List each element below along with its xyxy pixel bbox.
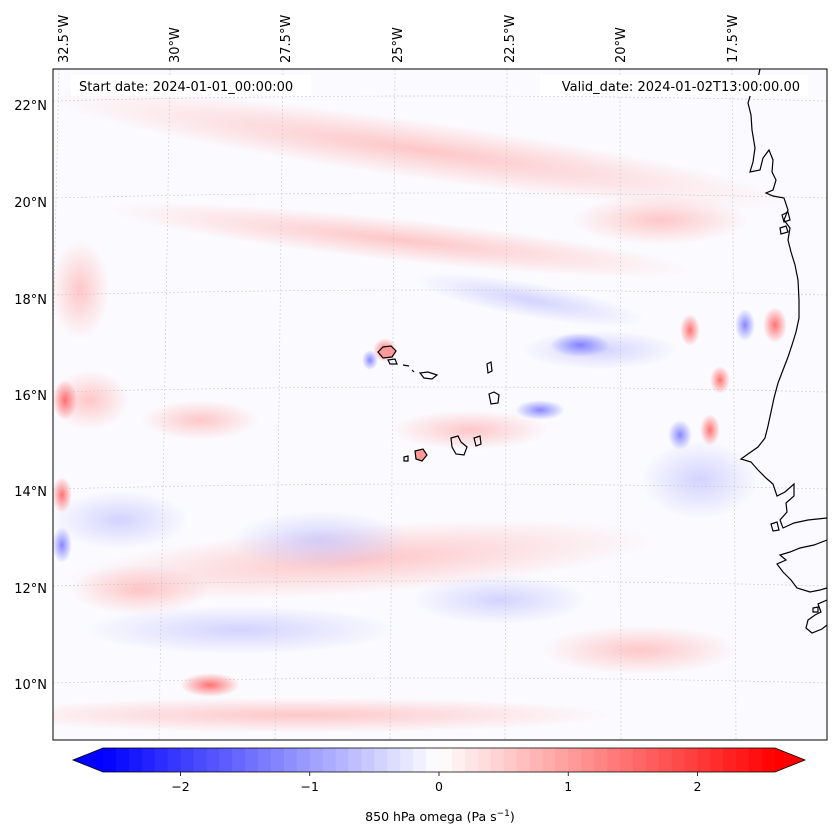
- lon-label-20W: 20°W: [614, 27, 629, 63]
- lat-label-12N: 12°N: [14, 582, 47, 597]
- colorbar-segment: [400, 748, 414, 772]
- colorbar-segment: [594, 748, 608, 772]
- colorbar-segment: [555, 748, 569, 772]
- lon-label-32.5W: 32.5°W: [57, 15, 72, 63]
- colorbar-segment: [503, 748, 518, 772]
- colorbar-segment: [232, 748, 246, 772]
- colorbar-segment: [296, 748, 311, 772]
- colorbar-segment: [258, 748, 272, 772]
- lat-label-16N: 16°N: [14, 389, 47, 404]
- colorbar-segment: [710, 748, 724, 772]
- colorbar-segment: [167, 748, 182, 772]
- colorbar-segment: [374, 748, 388, 772]
- cape-verde-islands: [377, 345, 500, 462]
- lat-label-22N: 22°N: [14, 99, 47, 114]
- colorbar-segment: [581, 748, 595, 772]
- longitude-labels: 32.5°W 30°W 27.5°W 25°W 22.5°W 20°W 17.5…: [57, 15, 741, 63]
- valid-date-label: Valid_date: 2024-01-02T13:00:00.00: [562, 80, 800, 95]
- lon-label-25W: 25°W: [391, 27, 406, 63]
- colorbar-segment: [658, 748, 673, 772]
- colorbar-high-extension: [775, 748, 805, 772]
- colorbar-segment: [568, 748, 582, 772]
- map-panel: Start date: 2024-01-01_00:00:00 Valid_da…: [53, 69, 827, 740]
- colorbar-outline: [71, 747, 807, 773]
- colorbar-segment: [607, 748, 621, 772]
- colorbar-segment: [723, 748, 737, 772]
- colorbar-tick-label: 1: [564, 779, 572, 794]
- colorbar-label-units: Pa s: [472, 809, 497, 824]
- colorbar-label-name: 850 hPa omega: [365, 809, 462, 824]
- colorbar-low-extension: [73, 748, 103, 772]
- omega-field: [53, 89, 797, 733]
- colorbar-segment: [271, 748, 285, 772]
- colorbar-segment: [193, 748, 207, 772]
- colorbar-segment: [645, 748, 660, 772]
- lat-label-20N: 20°N: [14, 196, 47, 211]
- colorbar-segment: [154, 748, 169, 772]
- colorbar-segment: [361, 748, 375, 772]
- colorbar-segment: [348, 748, 363, 772]
- colorbar-label: 850 hPa omega (Pa s−1): [365, 809, 515, 824]
- colorbar-segment: [516, 748, 531, 772]
- colorbar-tick-label: 0: [435, 779, 443, 794]
- colorbar-segment: [542, 748, 556, 772]
- colorbar-segment: [426, 748, 440, 772]
- colorbar-segment: [245, 748, 259, 772]
- latitude-labels: 22°N 20°N 18°N 16°N 14°N 12°N 10°N: [14, 99, 47, 693]
- colorbar-segment: [413, 748, 427, 772]
- colorbar-tick-label: 2: [693, 779, 701, 794]
- colorbar-segment: [103, 748, 117, 772]
- lon-label-22.5W: 22.5°W: [503, 15, 518, 63]
- colorbar-label-exponent: −1: [497, 809, 510, 819]
- colorbar-segment: [477, 748, 492, 772]
- start-date-label: Start date: 2024-01-01_00:00:00: [79, 80, 293, 95]
- colorbar-segment: [322, 748, 337, 772]
- lon-label-17.5W: 17.5°W: [726, 15, 741, 63]
- colorbar-segments: [103, 748, 776, 772]
- colorbar-tick-label: −1: [301, 779, 319, 794]
- colorbar-segment: [219, 748, 233, 772]
- colorbar: −2 −1 0 1 2 850 hPa omega (Pa s−1): [71, 747, 807, 824]
- colorbar-segment: [309, 748, 324, 772]
- colorbar-segment: [464, 748, 479, 772]
- colorbar-segment: [697, 748, 711, 772]
- colorbar-segment: [128, 748, 143, 772]
- lon-label-30W: 30°W: [168, 27, 183, 63]
- colorbar-segment: [671, 748, 686, 772]
- colorbar-segment: [736, 748, 750, 772]
- colorbar-segment: [529, 748, 543, 772]
- african-coastline: [739, 69, 827, 634]
- colorbar-segment: [451, 748, 466, 772]
- colorbar-segment: [619, 748, 634, 772]
- colorbar-segment: [632, 748, 647, 772]
- lat-label-10N: 10°N: [14, 678, 47, 693]
- colorbar-ticks: −2 −1 0 1 2: [171, 772, 701, 794]
- colorbar-segment: [749, 748, 763, 772]
- colorbar-segment: [387, 748, 401, 772]
- colorbar-segment: [490, 748, 505, 772]
- lat-label-14N: 14°N: [14, 485, 47, 500]
- colorbar-segment: [115, 748, 130, 772]
- lon-label-27.5W: 27.5°W: [279, 15, 294, 63]
- colorbar-segment: [439, 748, 453, 772]
- lat-label-18N: 18°N: [14, 293, 47, 308]
- colorbar-segment: [762, 748, 776, 772]
- colorbar-segment: [180, 748, 195, 772]
- colorbar-segment: [141, 748, 156, 772]
- colorbar-segment: [283, 748, 298, 772]
- map-frame: [52, 68, 828, 741]
- colorbar-tick-label: −2: [171, 779, 189, 794]
- colorbar-segment: [206, 748, 220, 772]
- colorbar-segment: [684, 748, 699, 772]
- colorbar-segment: [335, 748, 350, 772]
